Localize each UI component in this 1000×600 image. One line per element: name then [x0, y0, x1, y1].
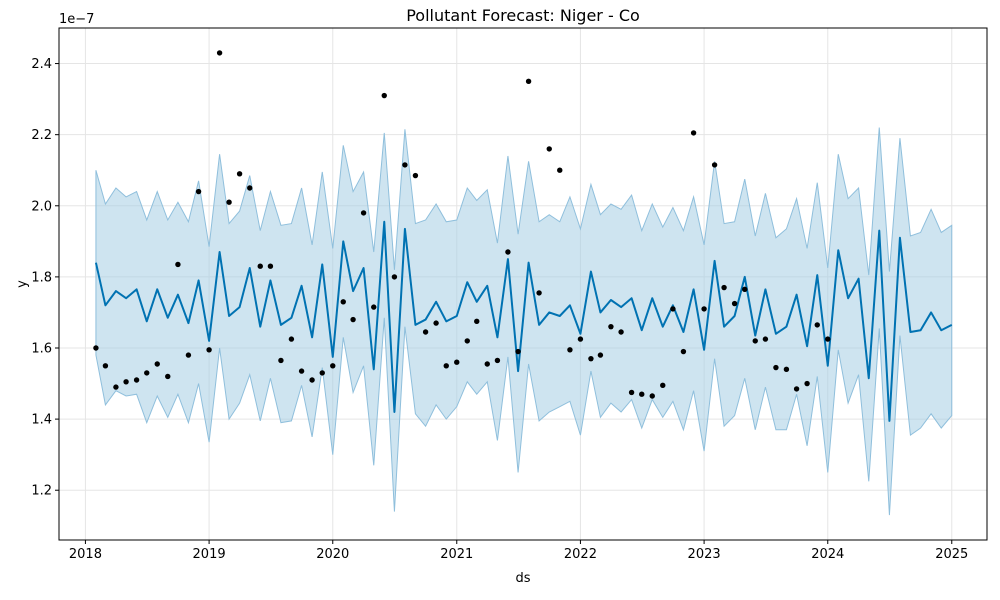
observed-point: [236, 171, 243, 177]
observed-point: [804, 380, 810, 387]
observed-point: [93, 345, 99, 351]
x-tick-label: 2019: [193, 547, 226, 562]
observed-point: [464, 338, 470, 344]
observed-point: [123, 379, 129, 385]
y-axis-label: y: [15, 280, 30, 288]
observed-point: [350, 316, 356, 323]
y-tick-label: 1.8: [31, 270, 52, 285]
observed-point: [649, 393, 655, 399]
observed-point: [474, 318, 480, 325]
observed-point: [742, 286, 748, 293]
observed-point: [381, 92, 387, 99]
observed-point: [567, 347, 573, 353]
observed-point: [267, 263, 274, 269]
observed-point: [825, 336, 831, 342]
x-tick-label: 2025: [935, 547, 968, 562]
observed-point: [515, 348, 521, 355]
observed-point: [670, 306, 676, 312]
observed-point: [412, 172, 419, 179]
observed-point: [340, 299, 346, 305]
observed-point: [793, 386, 800, 392]
observed-point: [102, 363, 109, 369]
observed-points: [93, 50, 831, 399]
x-tick-label: 2024: [811, 547, 844, 562]
observed-point: [536, 290, 542, 296]
observed-point: [680, 348, 687, 355]
plot-area-frame: [58, 27, 988, 541]
y-tick-label: 2.0: [31, 199, 52, 214]
y-axis-ticks: 1.2 1.4 1.6 1.8 2.0 2.2 2.4: [31, 57, 59, 499]
observed-point: [422, 329, 429, 335]
observed-point: [660, 382, 666, 389]
forecast-line-group: [94, 220, 953, 422]
x-tick-label: 2020: [316, 547, 349, 562]
observed-point: [288, 336, 295, 342]
observed-point: [731, 300, 738, 307]
observed-point: [154, 361, 160, 367]
observed-point: [206, 347, 212, 353]
chart-title: Pollutant Forecast: Niger - Co: [406, 6, 640, 25]
observed-point: [608, 323, 614, 330]
observed-point: [618, 329, 624, 335]
observed-point: [360, 210, 367, 216]
observed-point: [690, 130, 697, 136]
observed-point: [319, 370, 325, 376]
observed-point: [711, 162, 718, 168]
observed-point: [216, 50, 223, 56]
observed-point: [783, 366, 790, 373]
x-tick-label: 2021: [440, 547, 473, 562]
observed-point: [628, 389, 635, 396]
observed-point: [195, 188, 202, 195]
observed-point: [597, 352, 604, 358]
y-tick-label: 1.6: [31, 342, 52, 357]
y-tick-label: 1.4: [31, 413, 52, 428]
y-tick-label: 1.2: [31, 484, 52, 499]
observed-point: [144, 370, 150, 376]
observed-point: [814, 322, 820, 328]
observed-point: [484, 361, 490, 367]
y-tick-label: 2.2: [31, 128, 52, 143]
observed-point: [257, 263, 263, 269]
observed-point: [721, 284, 727, 291]
observed-point: [113, 384, 119, 390]
observed-point: [247, 185, 253, 191]
observed-point: [391, 274, 398, 280]
observed-point: [371, 304, 377, 310]
observed-point: [773, 364, 779, 371]
observed-point: [762, 336, 769, 342]
observed-point: [701, 306, 707, 312]
observed-point: [165, 373, 171, 380]
observed-point: [494, 357, 501, 364]
x-tick-label: 2018: [69, 547, 102, 562]
observed-point: [226, 199, 232, 205]
x-tick-label: 2022: [564, 547, 597, 562]
observed-point: [175, 261, 181, 268]
observed-point: [330, 363, 336, 369]
observed-point: [752, 338, 758, 344]
observed-point: [525, 78, 532, 85]
observed-point: [298, 368, 305, 374]
observed-point: [546, 146, 552, 152]
y-axis-offset-text: 1e−7: [59, 12, 94, 27]
x-axis-label: ds: [515, 571, 530, 586]
x-tick-label: 2023: [688, 547, 721, 562]
observed-point: [639, 391, 645, 397]
x-axis-ticks: 2018 2019 2020 2021 2022 2023 2024 2025: [69, 540, 968, 562]
observed-point: [133, 377, 140, 383]
observed-point: [454, 359, 460, 365]
observed-point: [185, 352, 192, 358]
observed-point: [557, 167, 563, 173]
observed-point: [402, 162, 408, 168]
observed-point: [278, 357, 284, 364]
forecast-line: [94, 220, 953, 422]
observed-point: [577, 336, 584, 342]
observed-point: [433, 320, 439, 326]
observed-point: [309, 377, 315, 383]
observed-point: [505, 249, 511, 255]
y-tick-label: 2.4: [31, 57, 52, 72]
observed-point: [443, 363, 449, 369]
observed-point: [588, 355, 594, 362]
